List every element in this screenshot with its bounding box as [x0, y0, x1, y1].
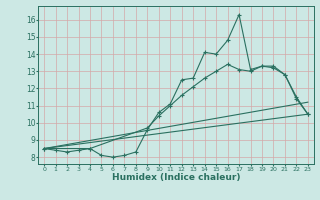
X-axis label: Humidex (Indice chaleur): Humidex (Indice chaleur)	[112, 173, 240, 182]
